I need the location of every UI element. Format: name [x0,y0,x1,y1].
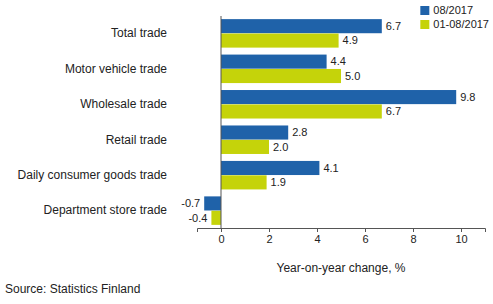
category-label: Daily consumer goods trade [18,168,168,182]
x-tick-label: 0 [218,233,224,245]
data-label: -0.7 [181,197,200,209]
bar [221,19,382,33]
legend-swatch [420,20,429,29]
zero-line [221,16,222,228]
x-tick-mark [317,228,318,232]
bar [211,211,221,225]
x-tick-label: 6 [362,233,368,245]
x-axis-line [198,229,486,233]
y-tick: Motor vehicle trade [65,62,167,76]
x-tick-mark [461,228,462,232]
legend-swatch [420,6,429,15]
data-label: 6.7 [386,20,401,32]
x-tick-label: 2 [266,233,272,245]
bars [204,19,456,225]
data-label: 9.8 [460,91,475,103]
category-label: Wholesale trade [80,97,167,111]
source: Source: Statistics Finland [5,282,140,296]
x-tick: 2 [266,228,272,245]
x-tick-label: 10 [455,233,467,245]
y-tick: Total trade [111,26,167,40]
x-tick-mark [413,228,414,232]
y-tick: Department store trade [44,203,168,217]
x-tick: 4 [314,228,320,245]
category-label: Retail trade [106,133,168,147]
y-tick: Retail trade [106,133,168,147]
legend-label: 01-08/2017 [433,18,489,30]
legend-item: 01-08/2017 [420,18,489,30]
chart: 6.7 4.4 9.8 2.8 4.1 -0.7 4.9 5.0 6.7 2.0 1.9 -0.4 0 2… [0,0,493,304]
x-axis-title: Year-on-year change, % [277,261,406,275]
x-tick: 10 [455,228,467,245]
data-label: 2.8 [292,126,307,138]
bar [221,140,269,154]
x-tick-mark [365,228,366,232]
y-axis: Total trade Motor vehicle trade Wholesale … [18,26,168,217]
x-tick-mark [269,228,270,232]
x-tick-label: 8 [410,233,416,245]
data-label: 5.0 [345,70,360,82]
data-label: 4.4 [331,55,346,67]
legend: 08/2017 01-08/2017 [420,4,489,30]
bar [221,104,382,118]
data-label: -0.4 [188,212,207,224]
bar [221,55,327,69]
y-tick: Daily consumer goods trade [18,168,168,182]
data-labels: 6.7 4.4 9.8 2.8 4.1 -0.7 4.9 5.0 6.7 2.0 1.9 -0.4 [181,20,475,224]
bar [221,34,339,48]
data-label: 1.9 [271,176,286,188]
bar [221,125,288,139]
x-tick: 6 [362,228,368,245]
data-label: 6.7 [386,105,401,117]
bar [221,90,456,104]
x-tick: 0 [218,228,224,245]
y-tick: Wholesale trade [80,97,167,111]
bar [204,196,221,210]
x-tick-label: 4 [314,233,320,245]
bar [221,69,341,83]
category-label: Department store trade [44,203,168,217]
x-axis: 0 2 4 6 8 10 [198,228,486,245]
data-label: 4.1 [323,162,338,174]
legend-label: 08/2017 [433,4,473,16]
data-label: 2.0 [273,141,288,153]
legend-item: 08/2017 [420,4,473,16]
data-label: 4.9 [343,34,358,46]
category-label: Motor vehicle trade [65,62,167,76]
x-tick-mark [221,228,222,232]
bar [221,161,319,175]
x-tick: 8 [410,228,416,245]
category-label: Total trade [111,26,167,40]
bar [221,175,267,189]
